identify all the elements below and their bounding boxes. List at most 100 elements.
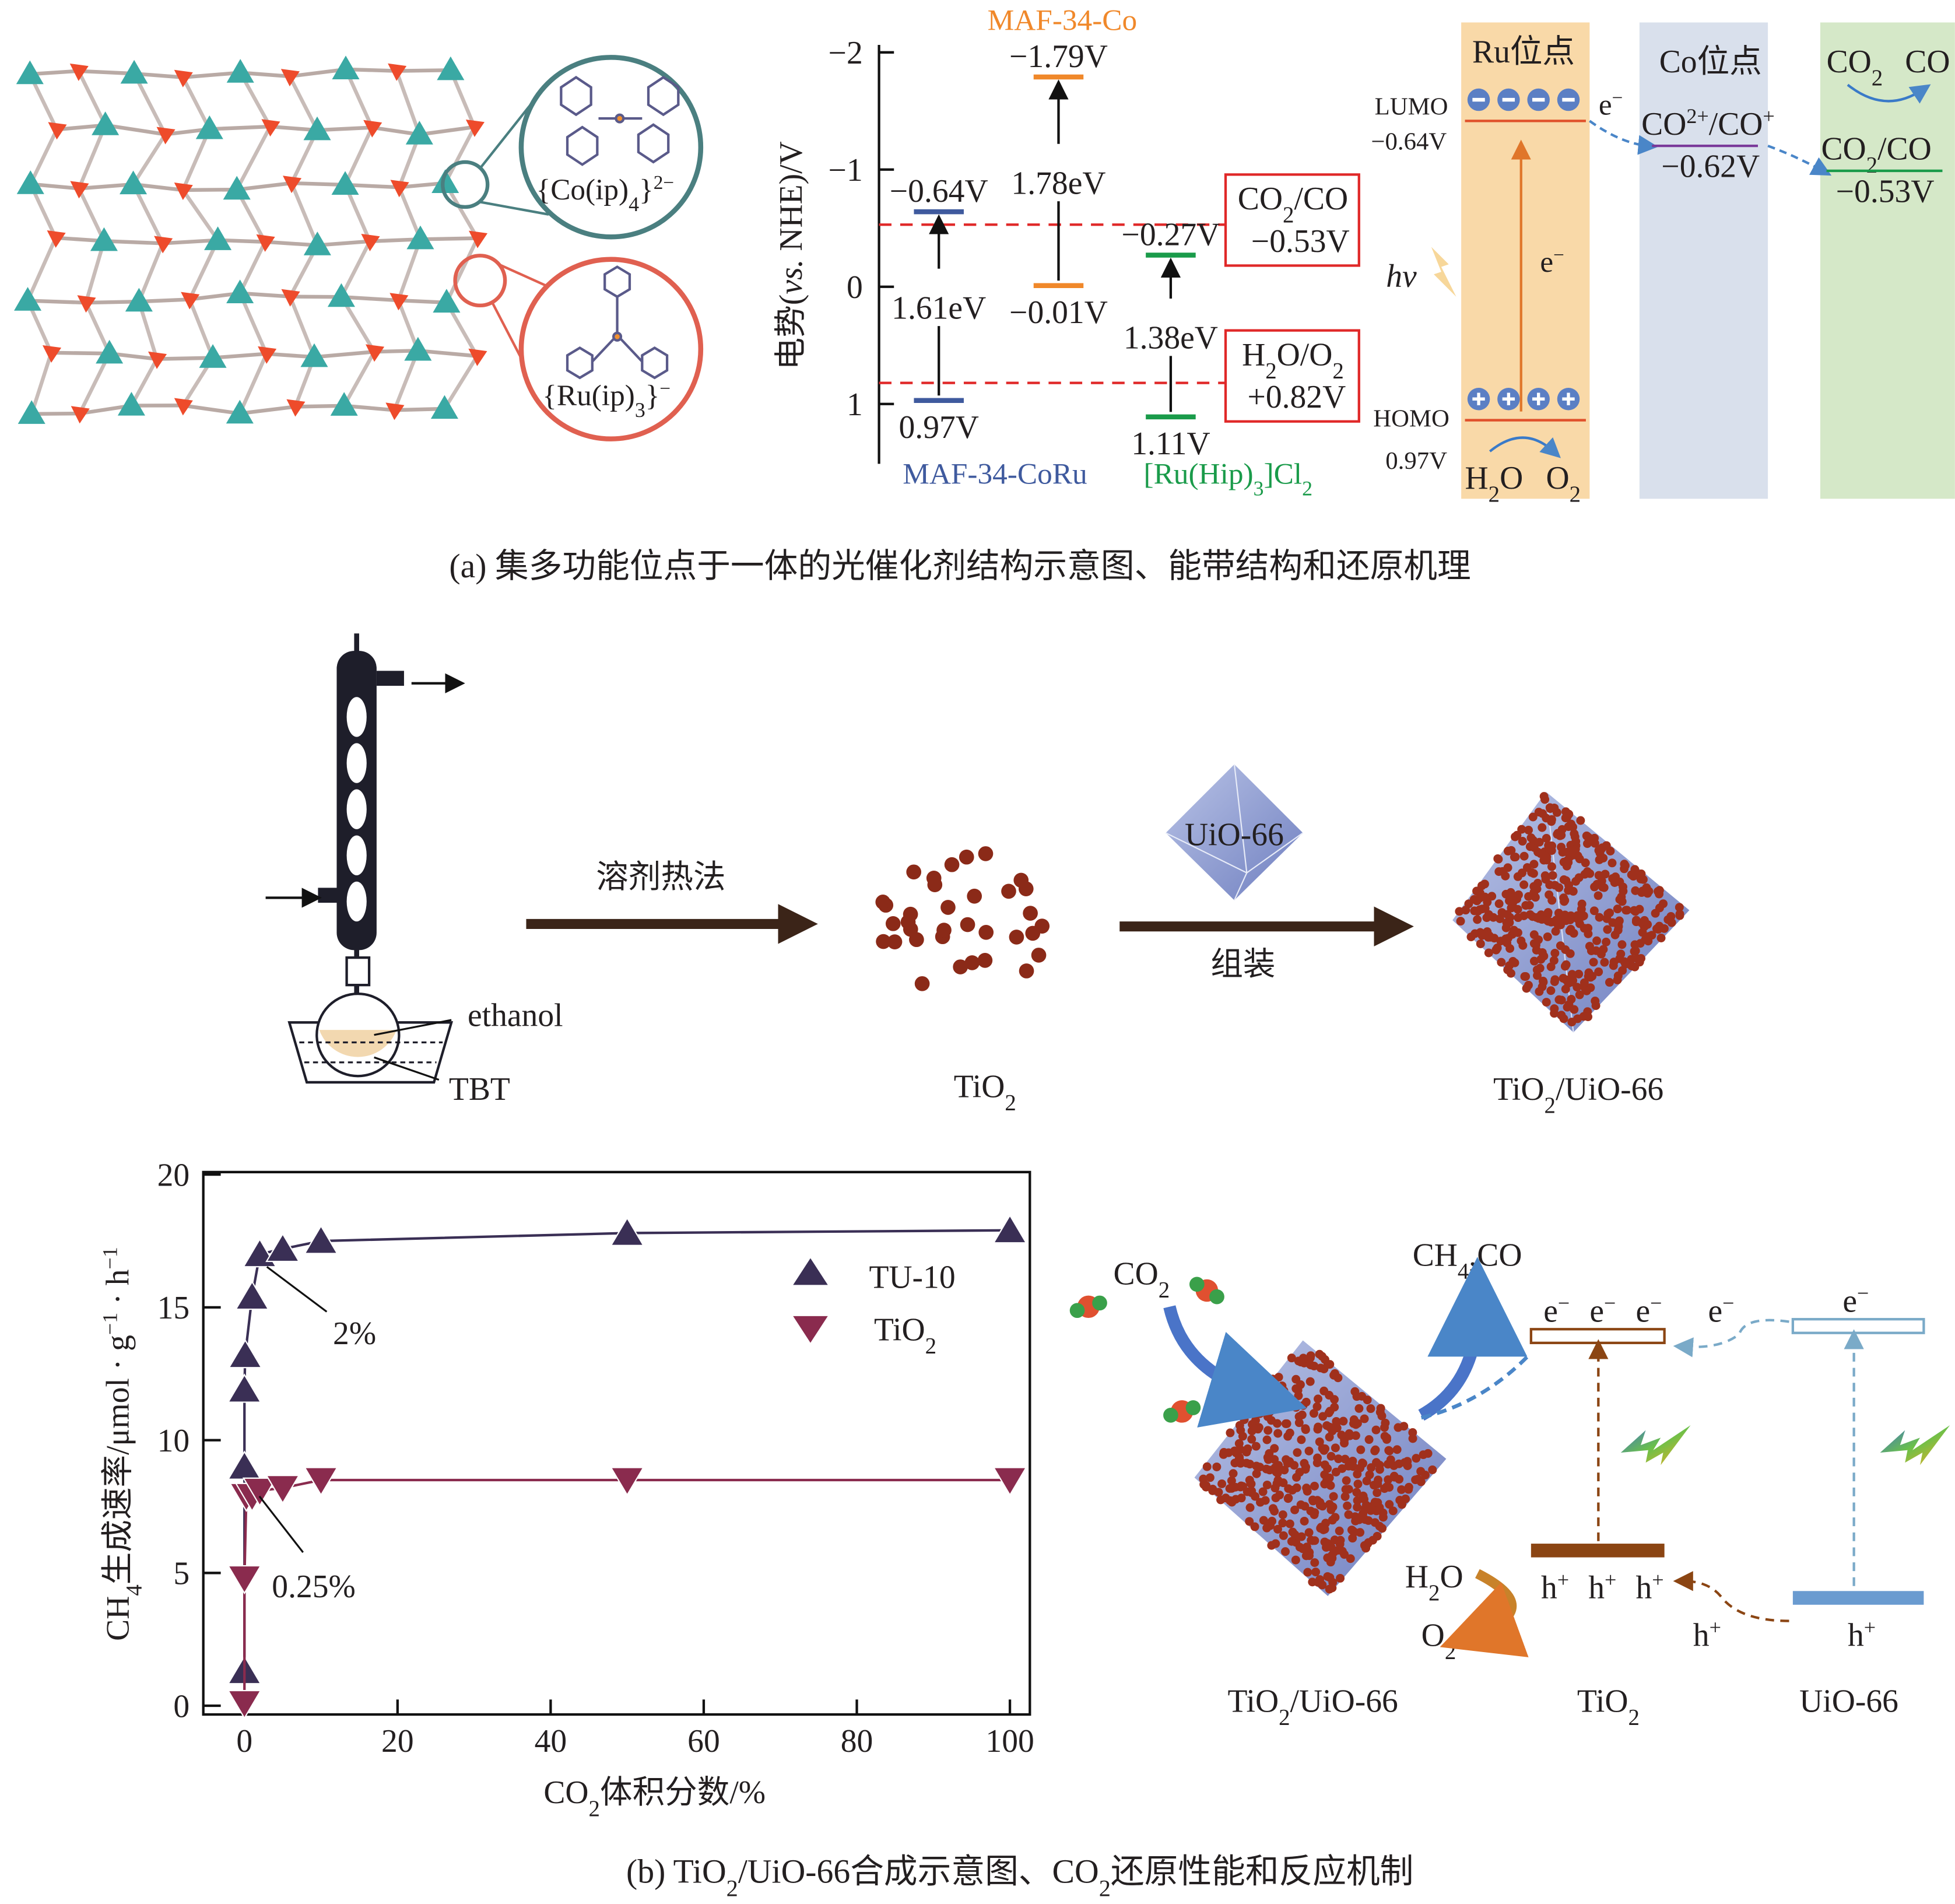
nanoparticle bbox=[978, 846, 994, 861]
tio2-nanoparticles bbox=[875, 846, 1050, 991]
ru-node-icon bbox=[154, 236, 173, 254]
electron-minus-icons bbox=[1467, 88, 1580, 111]
ru-node-icon bbox=[174, 398, 193, 416]
nanoparticle bbox=[876, 934, 891, 949]
co2-reduction-column bbox=[1820, 22, 1955, 499]
charge-transfer-mechanism: Ru位点 Co位点 LUMO −0.64V HOMO 0.97V e− hv H… bbox=[1371, 22, 1955, 507]
ru-node-icon bbox=[283, 176, 302, 194]
energy-axis-label: 电势(vs. NHE)/V bbox=[773, 141, 809, 370]
nanoparticle bbox=[906, 864, 922, 880]
data-point-tu10 bbox=[227, 1450, 262, 1480]
ru-node-icon bbox=[181, 292, 200, 310]
annotation-2pct-leader bbox=[266, 1266, 328, 1313]
composite-label: TiO2/UiO-66 bbox=[1493, 1071, 1663, 1118]
co-node-icon bbox=[17, 400, 45, 424]
data-point-tio2 bbox=[265, 1475, 300, 1505]
co2-co-pair-label: CO2/CO bbox=[1238, 181, 1348, 227]
ru-site-label: Ru位点 bbox=[1472, 34, 1575, 70]
ru-node-icon bbox=[366, 344, 385, 362]
ru-node-icon bbox=[281, 289, 300, 307]
solvothermal-label: 溶剂热法 bbox=[596, 859, 725, 895]
chart-legend: TU-10 TiO2 bbox=[793, 1258, 956, 1358]
nanoparticle bbox=[960, 917, 975, 932]
ru-node-icon bbox=[280, 69, 300, 87]
nanoparticle bbox=[1023, 906, 1038, 921]
nanoparticle bbox=[909, 932, 924, 948]
x-tick-label: 60 bbox=[687, 1723, 720, 1759]
svg-text:h+: h+ bbox=[1588, 1568, 1616, 1606]
co-node-icon bbox=[195, 115, 223, 139]
co-node-icon bbox=[431, 169, 459, 193]
co-node-icon bbox=[406, 225, 434, 250]
energy-level-diagram: −2 −1 0 1 电势(vs. NHE)/V 1.61eV −0.64V 0.97V 1.… bbox=[773, 3, 1360, 500]
ru-node-icon bbox=[361, 233, 380, 251]
product-release-arrow bbox=[1418, 1257, 1528, 1421]
co-node-icon bbox=[226, 279, 254, 303]
data-point-tio2 bbox=[992, 1467, 1027, 1496]
co-node-icon bbox=[90, 227, 118, 251]
lumo-label: LUMO bbox=[1375, 93, 1448, 121]
caption-b: (b) TiO2/UiO-66合成示意图、CO2还原性能和反应机制 bbox=[626, 1854, 1413, 1902]
uio66-label: UiO-66 bbox=[1185, 817, 1284, 853]
compound-name-maf34-co: MAF-34-Co bbox=[988, 3, 1138, 37]
tio2-uio66-composite-icon bbox=[1452, 791, 1690, 1033]
co-node-icon bbox=[96, 339, 124, 364]
co-node-icon bbox=[404, 336, 432, 361]
ru-node-icon bbox=[77, 295, 96, 313]
tio2-label: TiO2 bbox=[954, 1069, 1016, 1116]
ru-node-icon bbox=[385, 402, 405, 420]
nanoparticle bbox=[885, 916, 901, 931]
homo-value: 0.97V bbox=[1385, 447, 1447, 475]
ru-node-icon bbox=[258, 346, 277, 364]
synthesis-scheme: ethanol TBT 溶剂热法 TiO2 UiO-66 组装 TiO2/UiO… bbox=[265, 633, 1690, 1118]
co-site-column bbox=[1639, 22, 1768, 499]
co-complex-label: {Co(ip)4}2− bbox=[536, 172, 675, 216]
data-point-tu10 bbox=[227, 1339, 263, 1369]
y-tick-label: 5 bbox=[173, 1556, 189, 1592]
co-node-icon bbox=[92, 111, 120, 135]
y-tick-label: 10 bbox=[157, 1423, 190, 1459]
nanoparticle bbox=[1009, 930, 1024, 945]
data-point-tio2 bbox=[610, 1467, 645, 1496]
uio66-homo-band bbox=[1792, 1591, 1924, 1605]
ru-node-icon bbox=[468, 348, 487, 366]
mof-structure-illustration bbox=[14, 55, 488, 424]
co-node-icon bbox=[120, 59, 148, 84]
ru-node-icon bbox=[465, 119, 485, 137]
mech-products-label: CH4,CO bbox=[1413, 1237, 1522, 1283]
co-label: CO bbox=[1905, 44, 1950, 80]
co-node-icon bbox=[331, 171, 359, 195]
co-complex-molecule-icon bbox=[560, 75, 680, 166]
nanoparticle bbox=[1031, 948, 1047, 963]
x-axis-label: CO2体积分数/% bbox=[543, 1775, 766, 1821]
mech-composite-label: TiO2/UiO-66 bbox=[1228, 1684, 1398, 1730]
co-node-icon bbox=[16, 170, 44, 194]
ru-node-icon bbox=[48, 122, 67, 140]
hole-transfer-arrow bbox=[1673, 1571, 1789, 1622]
x-tick-label: 80 bbox=[841, 1723, 873, 1759]
ru-node-icon bbox=[70, 181, 89, 199]
svg-text:h+: h+ bbox=[1541, 1568, 1569, 1606]
nanoparticle bbox=[875, 895, 891, 910]
co-node-icon bbox=[117, 392, 145, 416]
nanoparticle bbox=[1001, 883, 1016, 899]
co-node-icon bbox=[300, 343, 328, 367]
nanoparticle bbox=[1019, 963, 1034, 979]
co2-co-potential: −0.53V bbox=[1251, 223, 1350, 260]
mech-tio2-label: TiO2 bbox=[1577, 1684, 1640, 1730]
mech-uio66-label: UiO-66 bbox=[1799, 1684, 1898, 1720]
co-node-icon bbox=[199, 344, 227, 368]
uio66-electron: e− bbox=[1842, 1281, 1869, 1319]
y-tick-label: 0 bbox=[173, 1688, 189, 1724]
svg-text:h+: h+ bbox=[1635, 1568, 1663, 1606]
energy-tick-label: 1 bbox=[847, 387, 863, 423]
nanoparticle bbox=[977, 953, 993, 968]
homo-label: 1.11V bbox=[1131, 426, 1210, 462]
co-to-co2-transfer-arrow bbox=[1767, 145, 1832, 176]
data-point-tu10 bbox=[610, 1216, 645, 1246]
nanoparticle bbox=[1025, 925, 1041, 941]
co2-co-reference-box bbox=[1224, 173, 1360, 267]
legend-marker-tu10 bbox=[793, 1258, 828, 1285]
water-oxidation-arrow bbox=[1489, 436, 1561, 458]
co-node-icon bbox=[327, 283, 355, 307]
